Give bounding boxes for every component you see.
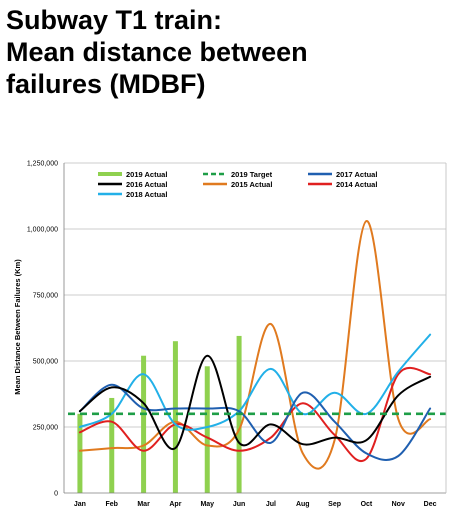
- grid-layer: [64, 162, 446, 428]
- legend-2019-target: 2019 Target: [203, 170, 273, 179]
- axis-layer: 0 250,000 500,000 750,000 1,000,000 1,250,000…: [27, 161, 447, 508]
- x-tick-label: Jul: [266, 501, 276, 508]
- series-2018-actual-line: [78, 333, 432, 431]
- legend-2014-actual: 2014 Actual: [308, 180, 377, 189]
- bar-2019-actual: [77, 413, 83, 493]
- x-tick-label: Oct: [361, 501, 373, 508]
- legend-2019-target-label: 2019 Target: [231, 170, 273, 179]
- legend-2017-actual: 2017 Actual: [308, 170, 377, 179]
- series-2014-actual-line: [78, 367, 432, 462]
- y-tick-label: 750,000: [33, 293, 58, 300]
- y-tick-label: 500,000: [33, 359, 58, 366]
- legend-2017-actual-label: 2017 Actual: [336, 170, 377, 179]
- y-tick-label: 250,000: [33, 425, 58, 432]
- legend-2019-actual-label: 2019 Actual: [126, 170, 167, 179]
- series-2015-actual-line: [78, 220, 432, 470]
- y-axis-label: Mean Distance Between Failures (Km): [13, 259, 22, 395]
- x-tick-label: Mar: [137, 501, 150, 508]
- title-line-3: failures (MDBF): [6, 69, 206, 99]
- title-line-1: Subway T1 train:: [6, 5, 223, 35]
- y-tick-label: 1,000,000: [27, 227, 58, 234]
- x-tick-label: Jun: [233, 501, 245, 508]
- legend-2014-actual-label: 2014 Actual: [336, 180, 377, 189]
- x-tick-label: Dec: [424, 501, 437, 508]
- bar-2019-actual: [204, 366, 210, 493]
- series-2016-actual-line: [78, 354, 432, 450]
- legend-2015-actual: 2015 Actual: [203, 180, 272, 189]
- x-tick-label: Aug: [296, 501, 310, 508]
- x-tick-label: Jan: [74, 501, 86, 508]
- legend-2018-actual: 2018 Actual: [98, 190, 167, 199]
- bar-2019-actual: [141, 355, 147, 493]
- x-tick-label: Apr: [169, 501, 181, 508]
- y-tick-label: 0: [54, 491, 58, 498]
- title-line-2: Mean distance between: [6, 37, 308, 67]
- x-tick-label: Sep: [328, 501, 341, 508]
- x-tick-label: Nov: [392, 501, 405, 508]
- x-tick-label: May: [200, 501, 214, 508]
- bar-2019-actual: [109, 397, 115, 493]
- x-tick-label: Feb: [106, 501, 118, 508]
- page-title: Subway T1 train: Mean distance between f…: [6, 4, 451, 100]
- legend-2015-actual-label: 2015 Actual: [231, 180, 272, 189]
- line-layer: [68, 220, 446, 470]
- bar-2019-actual: [172, 341, 178, 493]
- series-2017-actual-line: [78, 383, 432, 461]
- y-tick-label: 1,250,000: [27, 161, 58, 168]
- legend-2018-actual-label: 2018 Actual: [126, 190, 167, 199]
- legend: 2019 Actual 2019 Target 2017 Actual 2016 Ac…: [98, 170, 377, 199]
- legend-2016-actual-label: 2016 Actual: [126, 180, 167, 189]
- legend-2016-actual: 2016 Actual: [98, 180, 167, 189]
- legend-2019-actual: 2019 Actual: [98, 170, 167, 179]
